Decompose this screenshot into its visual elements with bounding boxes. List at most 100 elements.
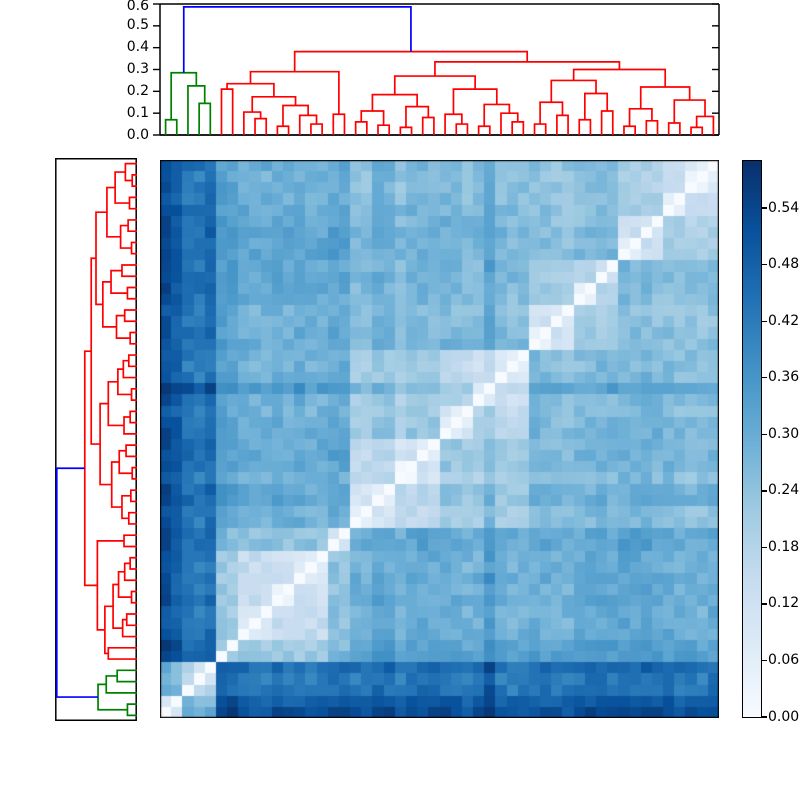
dendrogram-link — [377, 124, 391, 135]
dendrogram-link — [198, 102, 212, 135]
dendrogram-link — [114, 171, 130, 204]
dendrogram-link — [251, 95, 297, 113]
top-dendrogram — [153, 3, 720, 136]
dendrogram-link — [667, 122, 681, 135]
dendrogram-link — [123, 534, 137, 548]
dendrogram-link — [628, 107, 653, 127]
dendrogram-link — [477, 125, 491, 135]
dendrogram-link — [121, 618, 137, 638]
colorbar-tick-mark — [762, 546, 767, 549]
colorbar-tick-label: 0.00 — [768, 708, 800, 725]
dendrogram-link — [130, 489, 137, 503]
dendrogram-link — [187, 85, 206, 135]
colorbar-tick-mark — [762, 716, 767, 718]
colorbar-tick-mark — [762, 207, 767, 209]
dendrogram-link — [583, 92, 609, 120]
dendrogram-link — [354, 121, 368, 135]
colorbar-tick-label: 0.36 — [768, 369, 800, 386]
colorbar-tick-label: 0.54 — [768, 199, 800, 216]
dendrogram-link — [182, 5, 412, 73]
dendrogram-link — [371, 93, 418, 111]
dendrogram-link — [90, 257, 101, 445]
dendrogram-link — [298, 114, 318, 135]
dendrogram-link — [393, 75, 476, 95]
dendrogram-link — [600, 110, 614, 135]
dendrogram-link — [110, 269, 128, 294]
dendrogram-link — [121, 264, 137, 278]
colorbar-tick-mark — [762, 377, 767, 379]
top-axis-tick-label: 0.1 — [126, 104, 149, 121]
left-dendrogram — [55, 158, 137, 721]
dendrogram-link — [110, 461, 122, 508]
dendrogram-link — [122, 359, 137, 379]
dendrogram-link — [249, 70, 340, 115]
dendrogram-link — [129, 556, 137, 570]
dendrogram-link — [220, 88, 234, 135]
dendrogram-link — [99, 402, 112, 486]
dendrogram-link — [405, 105, 430, 128]
dendrogram-link — [483, 103, 511, 127]
colorbar-tick-mark — [762, 263, 767, 266]
dendrogram-link — [129, 410, 137, 424]
colorbar-gradient — [743, 161, 761, 717]
dendrogram-link — [121, 494, 131, 520]
dendrogram-link — [243, 111, 262, 135]
dendrogram-link — [117, 570, 132, 598]
dendrogram-link — [131, 466, 137, 480]
dendrogram-link — [578, 118, 592, 135]
top-axis-tick-label: 0.0 — [126, 126, 149, 143]
dendrogram-link — [226, 82, 275, 97]
dendrogram-link — [101, 281, 117, 328]
dendrogram-link — [276, 125, 290, 135]
dendrogram-link — [293, 50, 529, 72]
dendrogram-link — [129, 331, 137, 345]
dendrogram-link — [500, 112, 519, 135]
dendrogram-link — [550, 79, 597, 103]
dendrogram-link — [690, 126, 704, 135]
dendrogram-link — [572, 68, 667, 87]
top-axis-tick-label: 0.5 — [126, 17, 149, 34]
colorbar-tick-label: 0.48 — [768, 256, 800, 273]
colorbar-tick-mark — [762, 320, 767, 322]
dendrogram-link — [107, 646, 137, 660]
dendrogram-link — [399, 126, 413, 135]
top-axis-tick-label: 0.4 — [126, 39, 149, 56]
top-axis-tick-label: 0.6 — [126, 0, 149, 14]
dendrogram-link — [119, 224, 132, 249]
dendrogram-link — [97, 683, 128, 711]
dendrogram-link — [115, 314, 131, 340]
dendrogram-link — [123, 309, 137, 323]
dendrogram-link — [695, 115, 715, 135]
dendrogram-link — [170, 71, 198, 120]
colorbar-tick-label: 0.30 — [768, 425, 800, 442]
dendrogram-link — [123, 416, 137, 435]
distance-matrix-heatmap — [160, 160, 719, 718]
dendrogram-link — [673, 99, 706, 123]
colorbar-tick-mark — [762, 659, 767, 662]
colorbar-tick-label: 0.42 — [768, 312, 800, 329]
colorbar-tick-mark — [762, 433, 767, 435]
dendrogram-link — [107, 380, 125, 427]
colorbar-tick-mark — [762, 490, 767, 492]
colorbar-tick-label: 0.12 — [768, 595, 800, 612]
dendrogram-link — [55, 467, 99, 698]
dendrogram-link — [421, 116, 435, 135]
colorbar-tick-label: 0.18 — [768, 538, 800, 555]
colorbar-tick-label: 0.06 — [768, 651, 800, 668]
dendrogram-link — [539, 101, 564, 125]
dendrogram-link — [452, 88, 498, 115]
dendrogram-link — [332, 113, 346, 135]
dendrogram-link — [164, 118, 178, 135]
dendrogram-link — [254, 117, 268, 135]
dendrogram-link — [106, 186, 121, 238]
colorbar-tick-label: 0.24 — [768, 482, 800, 499]
dendrogram-link — [360, 110, 385, 126]
dendrogram-link — [116, 669, 137, 683]
dendrogram-link — [125, 444, 137, 458]
dendrogram-link — [623, 125, 636, 135]
dendrogram-link — [645, 119, 659, 135]
top-axis-tick-label: 0.2 — [126, 82, 149, 99]
colorbar-tick-mark — [762, 603, 767, 605]
dendrogram-link — [511, 121, 525, 135]
